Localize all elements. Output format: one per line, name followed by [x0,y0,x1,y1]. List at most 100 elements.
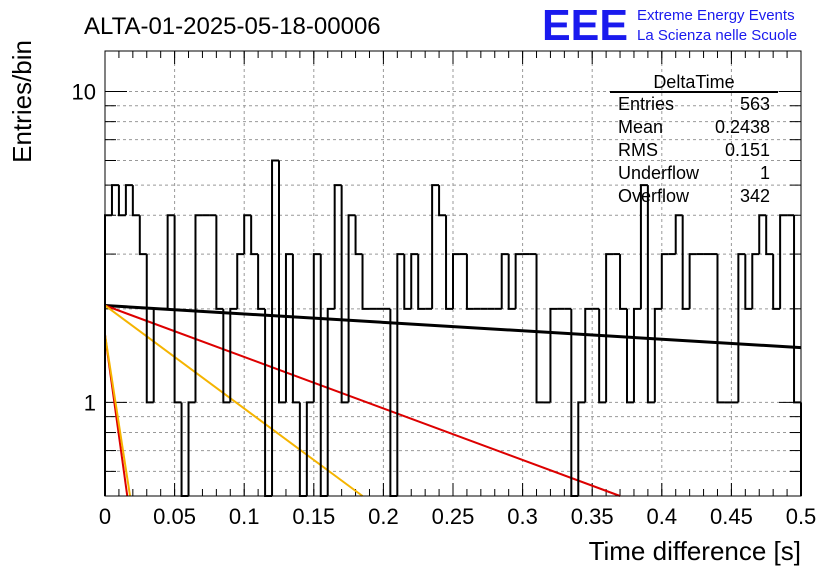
histogram-bin [222,308,231,404]
x-tick-label: 0.5 [786,504,817,529]
histogram-bin [674,214,683,255]
histogram-bin [431,184,440,309]
histogram-bin [410,253,419,309]
x-tick-label: 0.25 [432,504,475,529]
histogram-bin [653,307,662,403]
y-axis-label: Entries/bin [7,40,37,163]
x-tick-label: 0.45 [710,504,753,529]
histogram-bin [194,214,203,403]
histogram-bin [744,254,753,310]
stats-label: Overflow [618,186,690,206]
chart-title: ALTA-01-2025-05-18-00006 [84,13,381,40]
histogram-bin [452,253,460,309]
histogram-bin [229,307,238,403]
histogram-bin [646,185,655,404]
x-tick-labels: 0 0.05 0.1 0.15 0.2 0.25 0.3 0.35 0.4 0.45 0.5 [99,504,816,529]
histogram-bin [215,215,224,310]
histogram-bin [131,185,140,217]
histogram-bin [514,253,523,309]
histogram-bin [110,184,119,216]
eee-logo: EEE Extreme Energy Events La Scienza nel… [542,1,797,50]
stats-label: RMS [618,140,658,160]
fit-curves [104,303,802,497]
histogram-bin [417,254,426,310]
x-tick-label: 0.4 [647,504,678,529]
x-tick-label: 0.2 [368,504,399,529]
x-tick-label: 0 [99,504,111,529]
histogram-bin [236,253,245,309]
histogram-bin [396,253,405,496]
histogram-bin [166,214,175,309]
fit-curve [104,304,621,497]
histogram-bin [632,307,641,403]
histogram-bin [626,308,634,404]
stats-label: Mean [618,117,663,137]
histogram-bin [445,215,453,310]
x-axis-label: Time difference [s] [589,536,801,566]
histogram-bin [577,401,586,496]
histogram-bins [104,159,802,497]
histogram-bin [772,254,781,310]
histogram-bin [660,253,669,309]
histogram-bin [187,401,196,496]
x-tick-label: 0.1 [229,504,260,529]
histogram-bin [257,254,266,310]
histogram-bin [333,184,342,309]
histogram-bin [347,214,356,403]
logo-mark: EEE [542,1,628,50]
histogram-bin [465,254,474,310]
histogram-bin [145,254,154,404]
histogram-bin [340,185,349,404]
stats-label: Underflow [618,163,700,183]
histogram-bin [305,401,314,496]
histogram-bin [779,214,788,309]
histogram-bin [271,159,279,496]
stats-title: DeltaTime [653,72,734,92]
histogram-bin [284,253,293,403]
histogram-bin [765,215,774,256]
histogram-bin [312,253,321,403]
histogram-bin [605,253,614,403]
stats-value: 563 [740,94,770,114]
x-tick-label: 0.05 [153,504,196,529]
histogram-bin [619,254,627,310]
histogram-bin [758,214,767,255]
logo-line-2: La Scienza nelle Scuole [637,27,797,44]
histogram-bin [138,215,147,256]
stats-value: 342 [740,186,770,206]
histogram-bin [500,253,509,309]
histogram-bin [278,160,286,404]
histogram-bin [737,253,746,403]
histogram-bin [584,307,593,403]
stats-value: 0.2438 [715,117,770,137]
x-tick-label: 0.35 [571,504,614,529]
histogram-bin [535,254,544,404]
histogram-bin [243,214,252,255]
histogram-bin [291,254,300,404]
y-tick-label: 1 [84,390,96,415]
histogram-bin [173,215,182,404]
histogram-bin [361,254,370,310]
y-tick-labels: 1 10 [72,80,96,416]
histogram-bin [751,253,760,309]
histogram-bin [716,254,725,404]
logo-line-1: Extreme Energy Events [637,7,795,24]
histogram-bin [117,185,126,217]
histogram-bin [549,307,558,403]
fit-curve [104,304,364,497]
plot-frame [104,50,802,497]
histogram-bin [326,307,335,496]
stats-value: 1 [760,163,770,183]
histogram-bin [507,254,516,310]
histogram-bin [250,215,259,256]
x-tick-label: 0.15 [292,504,335,529]
histogram-bin [152,307,161,403]
histogram-bin [598,308,607,404]
histogram-bin [438,185,447,217]
y-tick-label: 10 [72,80,96,105]
histogram-bin [403,254,412,310]
histogram-bin [124,184,133,216]
histogram-bin [688,253,697,309]
histogram-bin [793,215,801,404]
